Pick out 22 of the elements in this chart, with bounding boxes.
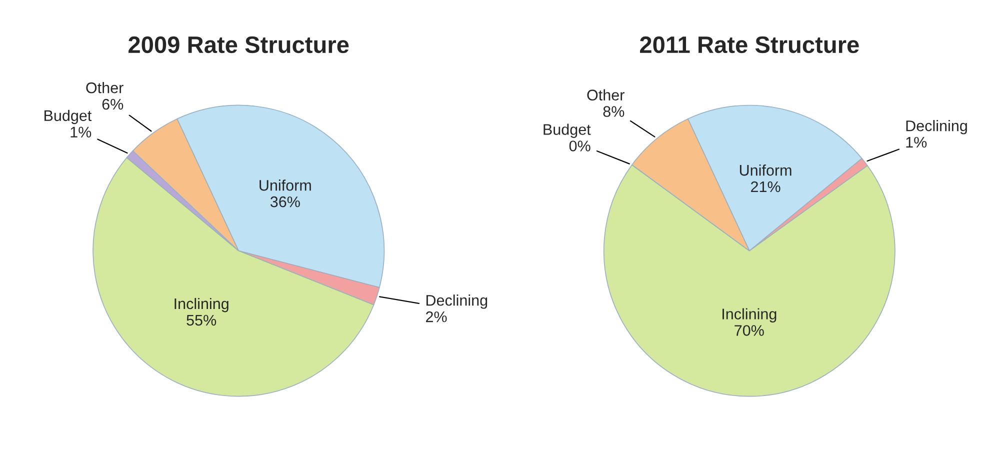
data-label: 6% [102, 98, 124, 110]
slice-label: Inclining [722, 308, 776, 322]
slice-label: Inclining [174, 298, 228, 312]
category-label: Budget [544, 124, 591, 138]
data-label: 2% [426, 311, 447, 322]
data-label: 1% [906, 136, 927, 148]
data-label: 1% [70, 126, 92, 138]
data-label: 8% [603, 106, 624, 117]
chart-title: 2011 Rate Structure [640, 36, 859, 54]
data-label: 36% [270, 196, 300, 208]
data-label: 21% [751, 181, 780, 192]
slice-label: Uniform [740, 164, 792, 176]
slice-label: Other [86, 82, 124, 94]
slice-label: Declining [906, 120, 967, 134]
slice-label: Uniform [260, 180, 311, 191]
slice-label: Budget [44, 110, 92, 124]
chart-title: 2009 Rate Structure [128, 36, 349, 54]
text: 0% [569, 140, 590, 152]
slice-label: Other [587, 89, 624, 100]
data-label: 55% [186, 314, 216, 326]
slice-label: Declining [426, 294, 488, 309]
data-label: 70% [734, 325, 764, 336]
